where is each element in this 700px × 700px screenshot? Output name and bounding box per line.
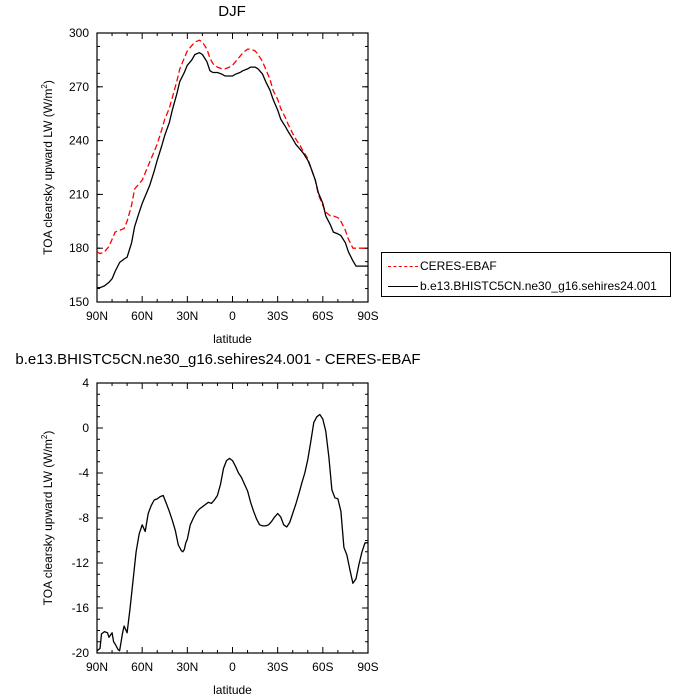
series-line-0 [96,39,368,255]
x-tick-label: 30S [267,309,288,323]
x-tick-label: 0 [229,309,236,323]
y-axis-label: TOA clearsky upward LW (W/m2) [40,431,55,606]
y-tick-label: -20 [72,646,90,660]
series-line-0 [96,413,368,652]
y-tick-label: 4 [82,376,89,390]
y-tick-label: -8 [78,511,89,525]
x-tick-label: 90S [357,309,378,323]
x-tick-label: 30S [267,660,288,674]
y-tick-label: 0 [82,421,89,435]
y-tick-label: 180 [69,241,89,255]
x-tick-label: 90N [86,660,108,674]
x-tick-label: 30N [176,309,198,323]
plot-frame [96,32,369,303]
series-line-1 [97,52,368,289]
y-tick-label: -12 [72,556,90,570]
y-tick-label: 150 [69,295,89,309]
x-tick-label: 60S [312,660,333,674]
y-tick-label: 210 [69,187,89,201]
y-tick-label: -4 [78,466,89,480]
chart-title: b.e13.BHISTC5CN.ne30_g16.sehires24.001 -… [15,351,420,368]
x-axis-label: latitude [213,332,252,346]
x-tick-label: 90S [357,660,378,674]
x-axis-label: latitude [213,683,252,697]
legend-swatch-dashed-red [388,266,418,267]
chart-title: DJF [218,3,246,20]
x-tick-label: 60S [312,309,333,323]
chart-bottom-difference: b.e13.BHISTC5CN.ne30_g16.sehires24.001 -… [15,351,420,697]
legend-label-model: b.e13.BHISTC5CN.ne30_g16.sehires24.001 [420,279,657,293]
x-tick-label: 90N [86,309,108,323]
y-tick-label: -16 [72,601,90,615]
y-tick-label: 240 [69,134,89,148]
y-axis-label: TOA clearsky upward LW (W/m2) [40,80,55,255]
chart-top-djf: DJF 90N 60N 30N 0 30S 60S 90S 150 180 210 240 270 300… [40,3,379,346]
plot-frame [96,382,369,654]
x-tick-label: 60N [131,660,153,674]
y-tick-label: 270 [69,80,89,94]
legend-item-model: b.e13.BHISTC5CN.ne30_g16.sehires24.001 [382,276,670,296]
x-tick-label: 0 [229,660,236,674]
legend-swatch-solid-black [388,286,418,287]
x-tick-label: 30N [176,660,198,674]
y-tick-label: 300 [69,26,89,40]
legend-item-ceres: CERES-EBAF [382,256,670,276]
legend: CERES-EBAF b.e13.BHISTC5CN.ne30_g16.sehi… [381,252,671,297]
legend-label-ceres: CERES-EBAF [420,259,497,273]
x-tick-label: 60N [131,309,153,323]
